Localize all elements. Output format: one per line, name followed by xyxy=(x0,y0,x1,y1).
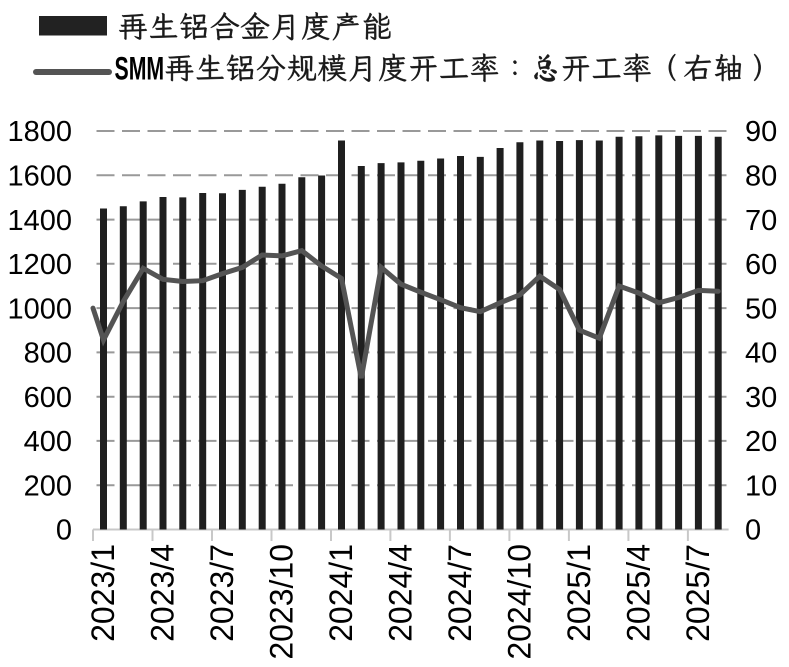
svg-text:200: 200 xyxy=(24,470,72,502)
svg-text:40: 40 xyxy=(745,338,777,370)
svg-text:2025/7: 2025/7 xyxy=(680,544,716,642)
svg-text:1000: 1000 xyxy=(7,293,72,325)
svg-text:800: 800 xyxy=(24,338,72,370)
svg-text:1400: 1400 xyxy=(7,205,72,237)
svg-text:2023/7: 2023/7 xyxy=(204,544,240,642)
svg-text:30: 30 xyxy=(745,382,777,414)
svg-text:2025/1: 2025/1 xyxy=(561,544,597,642)
svg-text:400: 400 xyxy=(24,426,72,458)
svg-text:2024/4: 2024/4 xyxy=(383,544,419,642)
svg-text:60: 60 xyxy=(745,249,777,281)
svg-text:1600: 1600 xyxy=(7,161,72,193)
svg-text:2023/10: 2023/10 xyxy=(264,544,300,660)
svg-text:0: 0 xyxy=(745,515,761,547)
svg-text:2024/7: 2024/7 xyxy=(442,544,478,642)
svg-text:90: 90 xyxy=(745,116,777,148)
svg-text:2023/4: 2023/4 xyxy=(145,544,181,642)
svg-text:50: 50 xyxy=(745,293,777,325)
svg-text:70: 70 xyxy=(745,205,777,237)
svg-text:80: 80 xyxy=(745,161,777,193)
svg-text:2024/10: 2024/10 xyxy=(502,544,538,660)
svg-text:2023/1: 2023/1 xyxy=(85,544,121,642)
svg-text:2024/1: 2024/1 xyxy=(323,544,359,642)
svg-text:2025/4: 2025/4 xyxy=(621,544,657,642)
svg-text:10: 10 xyxy=(745,470,777,502)
svg-text:0: 0 xyxy=(56,515,72,547)
svg-text:1200: 1200 xyxy=(7,249,72,281)
svg-text:1800: 1800 xyxy=(7,116,72,148)
svg-text:SMM: SMM xyxy=(115,50,165,87)
svg-text:600: 600 xyxy=(24,382,72,414)
svg-text:20: 20 xyxy=(745,426,777,458)
